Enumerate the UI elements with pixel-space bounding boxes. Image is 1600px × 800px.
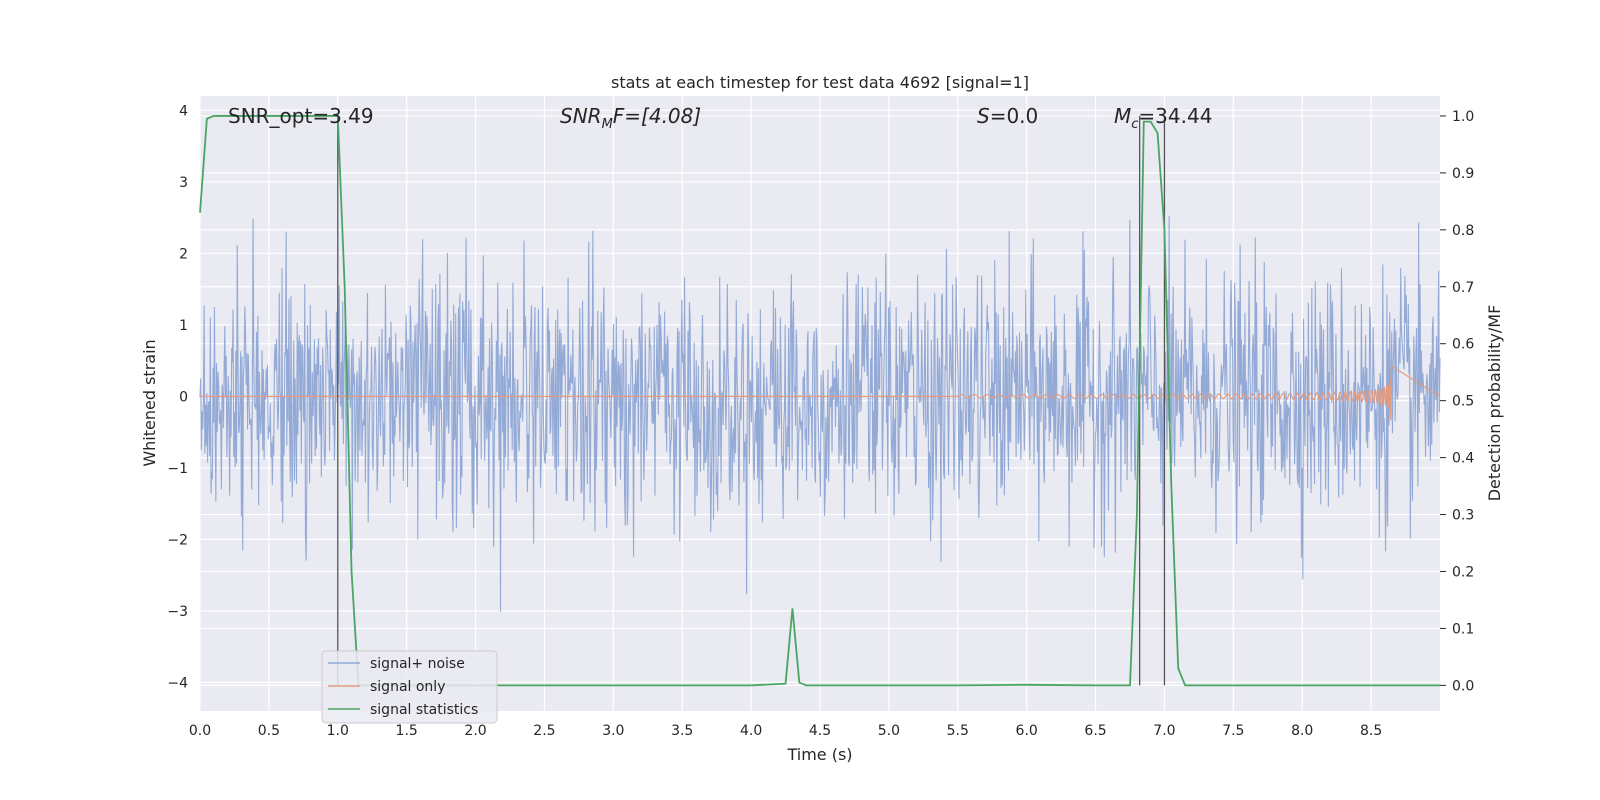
chart-title: stats at each timestep for test data 469…	[611, 73, 1029, 92]
y2-tick-label: 0.5	[1452, 394, 1474, 410]
signal-line	[199, 365, 1441, 421]
legend-box	[321, 650, 498, 724]
annotation-s-main: S	[977, 104, 990, 128]
annotation-s: S=0.0	[977, 104, 1038, 128]
signal-noise-series	[199, 215, 1441, 612]
signal-statistics-series	[199, 115, 1440, 687]
y-tick-label: −2	[167, 532, 188, 548]
x-tick-label: 6.5	[1084, 723, 1106, 739]
x-tick-label: 1.0	[327, 723, 349, 739]
y-tick-label: −4	[167, 675, 188, 691]
legend-label-noise: signal+ noise	[370, 656, 465, 672]
y2-tick-label: 1.0	[1452, 109, 1474, 125]
x-tick-label: 4.0	[740, 723, 762, 739]
x-tick-label: 3.0	[602, 723, 624, 739]
y2-tick-label: 0.6	[1452, 337, 1474, 353]
y2-tick-label: 0.1	[1452, 621, 1474, 637]
x-tick-label: 3.5	[671, 723, 693, 739]
y-tick-label: −1	[167, 461, 188, 477]
x-tick-label: 1.5	[396, 723, 418, 739]
y-tick-label: 1	[179, 318, 188, 334]
x-tick-label: 8.0	[1291, 723, 1313, 739]
annotation-s-rest: =0.0	[990, 104, 1039, 128]
legend-label-signal: signal only	[370, 679, 445, 695]
y2-tick-label: 0.7	[1452, 280, 1474, 296]
annotation-mc-rest: =34.44	[1138, 104, 1212, 128]
noise-line	[199, 215, 1441, 612]
y2-axis-ticks: 1.0 0.9 0.8 0.7 0.6 0.5 0.4 0.3 0.2 0.1 0.0	[1440, 109, 1474, 694]
y2-tick-label: 0.0	[1452, 678, 1474, 694]
x-tick-label: 7.5	[1222, 723, 1244, 739]
y-tick-label: 2	[179, 246, 188, 262]
y-tick-label: 4	[179, 103, 188, 119]
x-tick-label: 0.0	[189, 723, 211, 739]
y2-tick-label: 0.8	[1452, 223, 1474, 239]
legend: signal+ noise signal only signal statist…	[321, 650, 498, 724]
annotation-mc-sub: c	[1131, 117, 1138, 132]
x-tick-label: 8.5	[1360, 723, 1382, 739]
x-tick-label: 5.5	[947, 723, 969, 739]
y2-tick-label: 0.4	[1452, 451, 1474, 467]
statistics-line	[199, 115, 1440, 687]
x-tick-label: 2.5	[533, 723, 555, 739]
x-tick-label: 5.0	[878, 723, 900, 739]
x-tick-label: 4.5	[809, 723, 831, 739]
annotation-mc: Mc=34.44	[1114, 104, 1212, 132]
y-tick-label: −3	[167, 604, 188, 620]
x-tick-label: 6.0	[1016, 723, 1038, 739]
y2-tick-label: 0.3	[1452, 508, 1474, 524]
signal-only-series	[199, 365, 1441, 421]
y2-tick-label: 0.2	[1452, 564, 1474, 580]
annotation-mc-main: M	[1114, 104, 1131, 128]
y-tick-label: 3	[179, 175, 188, 191]
annotation-snr-mf: SNRMF=[4.08]	[560, 104, 701, 132]
annotation-snr-mf-rest: F=[4.08]	[613, 104, 701, 128]
annotation-snr-mf-main: SNR	[560, 104, 602, 128]
x-tick-label: 0.5	[258, 723, 280, 739]
y-tick-label: 0	[179, 389, 188, 405]
legend-label-stats: signal statistics	[370, 702, 478, 718]
annotation-snr-mf-sub: M	[602, 117, 613, 132]
x-axis-label: Time (s)	[786, 745, 852, 764]
y-axis-label: Whitened strain	[140, 339, 159, 466]
y2-tick-label: 0.9	[1452, 166, 1474, 182]
x-tick-label: 2.0	[464, 723, 486, 739]
x-axis-ticks: 0.0 0.5 1.0 1.5 2.0 2.5 3.0 3.5 4.0 4.5 5.0 5.5 6.0 6…	[189, 723, 1382, 739]
x-tick-label: 7.0	[1153, 723, 1175, 739]
y-axis-ticks: 4 3 2 1 0 −1 −2 −3 −4	[167, 103, 188, 691]
y2-axis-label: Detection probability/MF	[1485, 305, 1504, 502]
annotation-snr-opt: SNR_opt=3.49	[228, 104, 374, 128]
